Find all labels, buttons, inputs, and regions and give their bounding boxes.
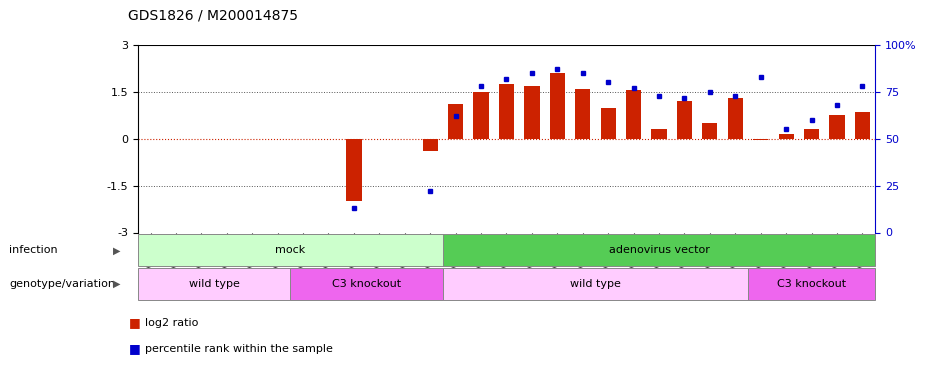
Bar <box>652 129 667 139</box>
Text: C3 knockout: C3 knockout <box>777 279 846 289</box>
Bar <box>748 268 875 300</box>
Bar <box>290 268 443 300</box>
Bar <box>830 116 844 139</box>
Text: wild type: wild type <box>570 279 621 289</box>
Bar <box>626 90 641 139</box>
Bar <box>728 98 743 139</box>
Bar <box>804 129 819 139</box>
Bar <box>448 104 464 139</box>
Text: adenovirus vector: adenovirus vector <box>609 245 709 255</box>
Bar <box>138 234 443 266</box>
Text: genotype/variation: genotype/variation <box>9 279 115 289</box>
Text: ■: ■ <box>128 316 141 329</box>
Bar <box>443 268 748 300</box>
Bar <box>778 134 794 139</box>
Bar <box>600 108 615 139</box>
Bar <box>499 84 514 139</box>
Bar <box>855 112 870 139</box>
Text: GDS1826 / M200014875: GDS1826 / M200014875 <box>128 9 299 22</box>
Text: infection: infection <box>9 245 58 255</box>
Bar <box>677 101 692 139</box>
Text: ■: ■ <box>128 342 141 355</box>
Text: mock: mock <box>276 245 305 255</box>
Bar <box>138 268 290 300</box>
Bar <box>346 139 361 201</box>
Bar <box>423 139 438 151</box>
Bar <box>549 73 565 139</box>
Bar <box>473 92 489 139</box>
Text: ▶: ▶ <box>113 245 120 255</box>
Bar <box>524 86 540 139</box>
Text: wild type: wild type <box>189 279 239 289</box>
Bar <box>575 89 590 139</box>
Text: ▶: ▶ <box>113 279 120 289</box>
Text: percentile rank within the sample: percentile rank within the sample <box>145 344 333 354</box>
Bar <box>753 139 768 140</box>
Text: C3 knockout: C3 knockout <box>332 279 401 289</box>
Text: log2 ratio: log2 ratio <box>145 318 198 327</box>
Bar <box>702 123 718 139</box>
Bar <box>443 234 875 266</box>
